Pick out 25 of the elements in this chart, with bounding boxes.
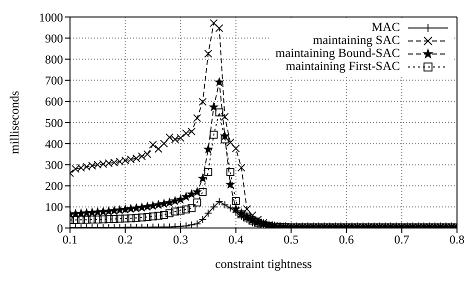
y-tick-label: 800 xyxy=(45,52,63,66)
y-tick-label: 300 xyxy=(45,158,63,172)
y-tick-label: 700 xyxy=(45,74,63,88)
x-tick-label: 0.8 xyxy=(450,232,464,247)
legend-label: maintaining Bound-SAC xyxy=(275,46,400,60)
y-tick-label: 200 xyxy=(45,179,63,194)
legend-label: MAC xyxy=(372,20,400,34)
y-tick-label: 900 xyxy=(45,31,63,46)
y-tick-label: 1000 xyxy=(39,10,63,24)
legend-label: maintaining SAC xyxy=(312,33,400,47)
y-tick-label: 0 xyxy=(57,221,63,236)
legend-label: maintaining First-SAC xyxy=(286,59,400,73)
y-axis-title: milliseconds xyxy=(7,90,22,154)
x-axis-title: constraint tightness xyxy=(215,257,312,271)
y-tick-label: 500 xyxy=(45,116,63,130)
x-tick-label: 0.1 xyxy=(62,232,78,247)
x-tick-label: 0.3 xyxy=(173,232,188,247)
x-tick-label: 0.5 xyxy=(284,232,299,247)
x-tick-label: 0.2 xyxy=(118,232,133,247)
x-tick-label: 0.4 xyxy=(228,232,244,247)
y-tick-label: 600 xyxy=(45,94,63,109)
y-tick-label: 100 xyxy=(45,200,63,214)
x-tick-label: 0.7 xyxy=(394,232,410,247)
y-tick-label: 400 xyxy=(45,136,63,151)
x-tick-label: 0.6 xyxy=(338,232,354,247)
